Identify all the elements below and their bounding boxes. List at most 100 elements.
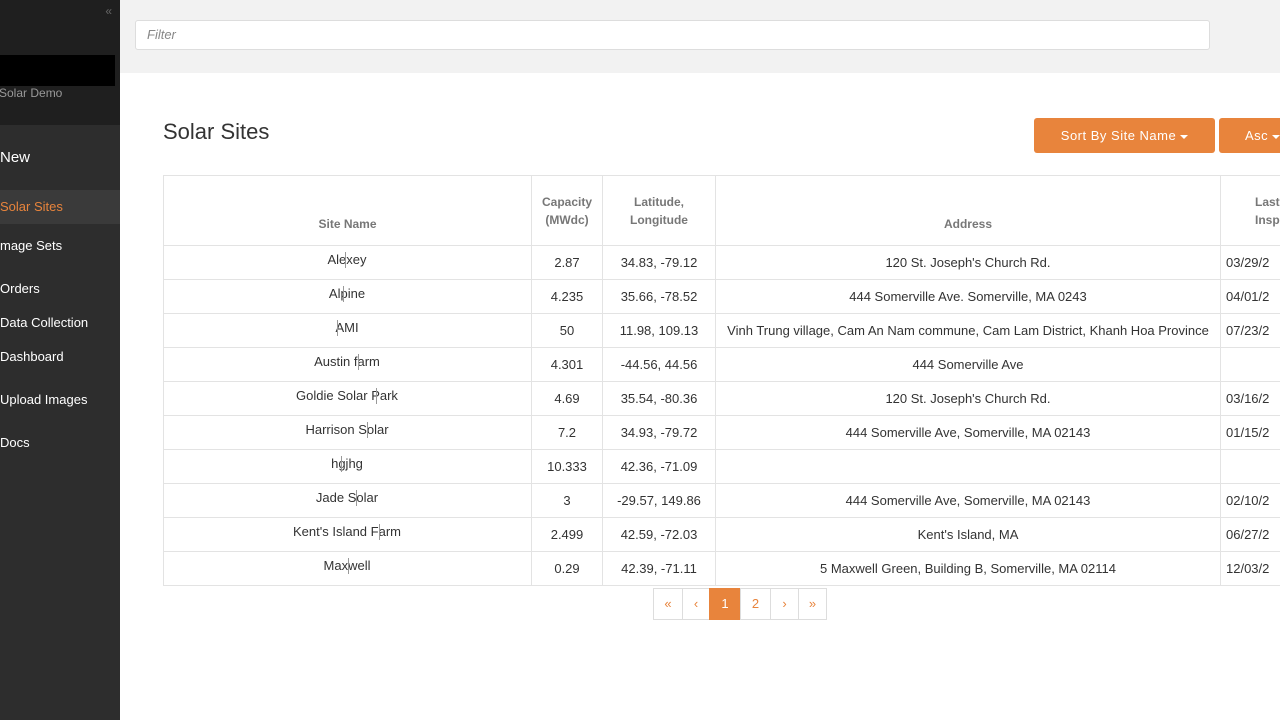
cell: Alpine	[163, 279, 532, 314]
brand-name: Solar Demo	[0, 86, 63, 100]
site-name: AMI	[335, 320, 359, 335]
cell: 120 St. Joseph's Church Rd.	[715, 245, 1221, 280]
nav-item[interactable]: Upload Images	[0, 392, 88, 407]
cell: 0.29	[531, 551, 603, 586]
cell: 444 Somerville Ave, Somerville, MA 02143	[715, 483, 1221, 518]
expand-chevron[interactable]	[340, 456, 342, 472]
cell: 42.39, -71.11	[602, 551, 716, 586]
expand-chevron[interactable]	[357, 354, 359, 370]
page-link[interactable]: 1	[709, 588, 741, 620]
sidebar: « Solar Demo New Solar Sites mage Sets Orde…	[0, 0, 120, 720]
cell	[1220, 449, 1280, 484]
filter-bar: Filter	[120, 0, 1280, 73]
cell: 12/03/2	[1220, 551, 1280, 586]
table-body: Alexey 2.87 34.83, -79.12 120 St. Joseph's …	[163, 245, 1280, 586]
page-link[interactable]: ›	[770, 588, 799, 620]
sort-button[interactable]: Sort By Site Name	[1034, 118, 1215, 153]
page-title: Solar Sites	[163, 119, 270, 144]
page-link[interactable]: 2	[740, 588, 771, 620]
table-row[interactable]: Kent's Island Farm 2.499 42.59, -72.03 Kent…	[163, 517, 1280, 552]
cell: Goldie Solar Park	[163, 381, 532, 416]
cell: Jade Solar	[163, 483, 532, 518]
cell: 10.333	[531, 449, 603, 484]
table-row[interactable]: hgjhg 10.333 42.36, -71.09	[163, 449, 1280, 484]
cell: Alexey	[163, 245, 532, 280]
expand-chevron[interactable]	[356, 490, 358, 506]
nav-item[interactable]: Data Collection	[0, 315, 89, 330]
sort-label: Sort By Site Name	[1060, 128, 1177, 143]
cell: 444 Somerville Ave	[715, 347, 1221, 382]
column-header[interactable]: Capacity (MWdc)	[531, 175, 603, 246]
cell: 03/16/2	[1220, 381, 1280, 416]
site-name: Goldie Solar Park	[296, 388, 398, 403]
cell: -29.57, 149.86	[602, 483, 716, 518]
table-row[interactable]: Alpine 4.235 35.66, -78.52 444 Somerville A…	[163, 279, 1280, 314]
nav-item[interactable]: New	[0, 149, 31, 166]
nav-item[interactable]: Docs	[0, 435, 30, 450]
cell: 06/27/2	[1220, 517, 1280, 552]
cell: 42.59, -72.03	[602, 517, 716, 552]
filter-input[interactable]: Filter	[135, 20, 1210, 50]
column-header[interactable]: Latitude, Longitude	[602, 175, 716, 246]
cell: 120 St. Joseph's Church Rd.	[715, 381, 1221, 416]
nav-item[interactable]: Solar Sites	[0, 190, 120, 224]
table-row[interactable]: Jade Solar 3 -29.57, 149.86 444 Somerville …	[163, 483, 1280, 518]
site-name: Alexey	[327, 252, 367, 267]
column-header[interactable]: Address	[715, 175, 1221, 246]
site-name: Jade Solar	[315, 490, 379, 505]
site-name: Harrison Solar	[305, 422, 389, 437]
nav-item[interactable]: Dashboard	[0, 349, 64, 364]
nav-item[interactable]: Orders	[0, 281, 40, 296]
expand-chevron[interactable]	[375, 388, 377, 404]
cell: 444 Somerville Ave. Somerville, MA 0243	[715, 279, 1221, 314]
site-name: Maxwell	[323, 558, 371, 573]
pagination: «‹ 1 2 ›»	[653, 588, 827, 620]
cell: 4.69	[531, 381, 603, 416]
site-name: hgjhg	[331, 456, 363, 471]
cell: AMI	[163, 313, 532, 348]
cell: hgjhg	[163, 449, 532, 484]
expand-chevron[interactable]	[366, 422, 368, 438]
column-header[interactable]: Last Inspect	[1220, 175, 1280, 246]
column-header[interactable]: Site Name	[163, 175, 532, 246]
cell: 7.2	[531, 415, 603, 450]
expand-chevron[interactable]	[336, 320, 338, 336]
cell: 04/01/2	[1220, 279, 1280, 314]
expand-chevron[interactable]	[378, 524, 380, 540]
cell: Harrison Solar	[163, 415, 532, 450]
table-row[interactable]: Alexey 2.87 34.83, -79.12 120 St. Joseph's …	[163, 245, 1280, 280]
cell: 444 Somerville Ave, Somerville, MA 02143	[715, 415, 1221, 450]
cell: Vinh Trung village, Cam An Nam commune, …	[715, 313, 1221, 348]
site-name: Austin farm	[314, 354, 380, 369]
cell: 3	[531, 483, 603, 518]
table-row[interactable]: Maxwell 0.29 42.39, -71.11 5 Maxwell Green,…	[163, 551, 1280, 586]
cell: 4.301	[531, 347, 603, 382]
cell: Kent's Island, MA	[715, 517, 1221, 552]
cell: 07/23/2	[1220, 313, 1280, 348]
brand-area: « Solar Demo	[0, 0, 120, 125]
order-button[interactable]: Asc	[1219, 118, 1280, 153]
table-row[interactable]: Harrison Solar 7.2 34.93, -79.72 444 Somerv…	[163, 415, 1280, 450]
cell: 5 Maxwell Green, Building B, Somerville,…	[715, 551, 1221, 586]
cell: 01/15/2	[1220, 415, 1280, 450]
sites-table: Site Name Capacity (MWdc) Latitude, Longit…	[163, 175, 1280, 586]
page-link[interactable]: »	[798, 588, 827, 620]
expand-chevron[interactable]	[343, 286, 345, 302]
logo	[0, 55, 115, 86]
table-row[interactable]: AMI 50 11.98, 109.13 Vinh Trung village, Ca…	[163, 313, 1280, 348]
page-link[interactable]: «	[653, 588, 683, 620]
cell: 11.98, 109.13	[602, 313, 716, 348]
site-name: Kent's Island Farm	[293, 524, 401, 539]
expand-chevron[interactable]	[344, 252, 346, 268]
table-row[interactable]: Goldie Solar Park 4.69 35.54, -80.36 120 St…	[163, 381, 1280, 416]
collapse-button[interactable]: «	[105, 4, 112, 18]
header-row: Site Name Capacity (MWdc) Latitude, Longit…	[163, 175, 1280, 246]
cell: Kent's Island Farm	[163, 517, 532, 552]
cell: 42.36, -71.09	[602, 449, 716, 484]
nav-item[interactable]: mage Sets	[0, 238, 63, 253]
cell: Austin farm	[163, 347, 532, 382]
table-row[interactable]: Austin farm 4.301 -44.56, 44.56 444 Somervi…	[163, 347, 1280, 382]
page-link[interactable]: ‹	[682, 588, 710, 620]
cell: 2.499	[531, 517, 603, 552]
